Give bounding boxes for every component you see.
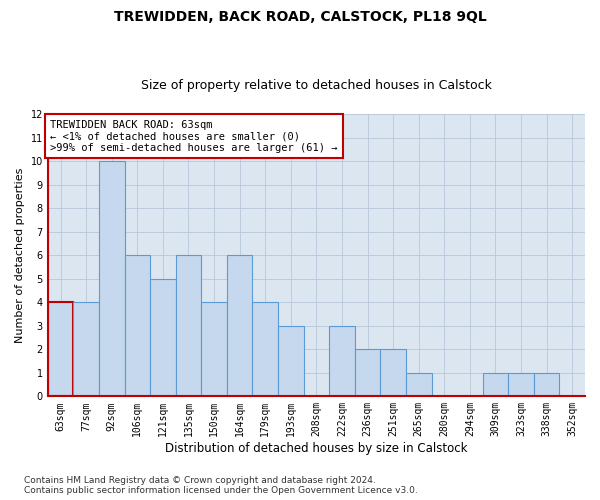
- Bar: [227, 255, 253, 396]
- Bar: [406, 373, 431, 396]
- Bar: [125, 255, 150, 396]
- Title: Size of property relative to detached houses in Calstock: Size of property relative to detached ho…: [141, 79, 492, 92]
- Bar: [508, 373, 534, 396]
- Bar: [253, 302, 278, 396]
- Bar: [534, 373, 559, 396]
- Text: TREWIDDEN BACK ROAD: 63sqm
← <1% of detached houses are smaller (0)
>99% of semi: TREWIDDEN BACK ROAD: 63sqm ← <1% of deta…: [50, 120, 338, 153]
- Bar: [380, 350, 406, 397]
- Bar: [176, 255, 201, 396]
- Y-axis label: Number of detached properties: Number of detached properties: [15, 168, 25, 343]
- X-axis label: Distribution of detached houses by size in Calstock: Distribution of detached houses by size …: [165, 442, 467, 455]
- Bar: [48, 302, 73, 396]
- Bar: [73, 302, 99, 396]
- Bar: [278, 326, 304, 396]
- Bar: [329, 326, 355, 396]
- Text: Contains HM Land Registry data © Crown copyright and database right 2024.
Contai: Contains HM Land Registry data © Crown c…: [24, 476, 418, 495]
- Text: TREWIDDEN, BACK ROAD, CALSTOCK, PL18 9QL: TREWIDDEN, BACK ROAD, CALSTOCK, PL18 9QL: [113, 10, 487, 24]
- Bar: [99, 161, 125, 396]
- Bar: [482, 373, 508, 396]
- Bar: [150, 278, 176, 396]
- Bar: [355, 350, 380, 397]
- Bar: [201, 302, 227, 396]
